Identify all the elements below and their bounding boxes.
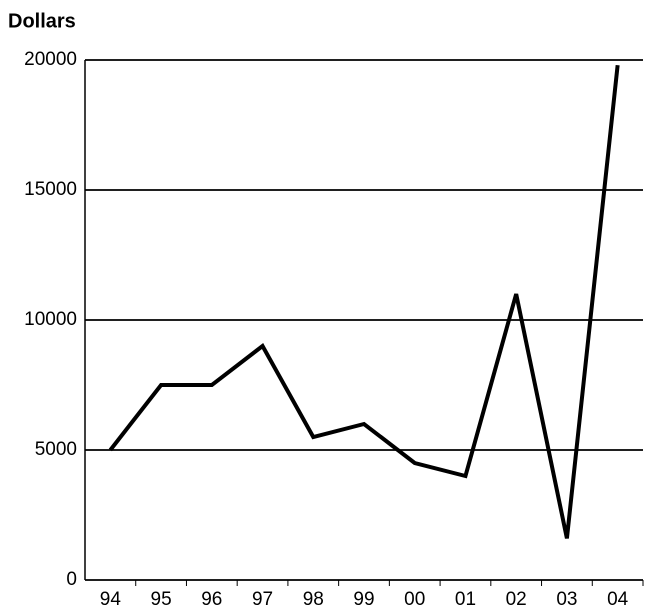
- x-tick-label: 96: [201, 589, 222, 608]
- x-tick-label: 95: [151, 589, 172, 608]
- y-tick-label: 20000: [24, 49, 77, 70]
- chart-title: Dollars: [8, 10, 76, 32]
- x-tick-label: 02: [506, 589, 527, 608]
- x-tick-label: 99: [353, 589, 374, 608]
- y-tick-label: 5000: [35, 439, 77, 460]
- line: [108, 64, 620, 539]
- x-tick-label: 04: [607, 589, 629, 608]
- x-tick-label: 03: [556, 589, 577, 608]
- x-tick-label: 98: [303, 589, 324, 608]
- x-tick-label: 00: [404, 589, 425, 608]
- y-tick-label: 15000: [24, 179, 77, 200]
- y-tick-label: 10000: [24, 309, 77, 330]
- x-tick-label: 97: [252, 589, 273, 608]
- x-tick-label: 01: [455, 589, 476, 608]
- x-tick-label: 94: [100, 589, 122, 608]
- y-tick-label: 0: [66, 569, 77, 590]
